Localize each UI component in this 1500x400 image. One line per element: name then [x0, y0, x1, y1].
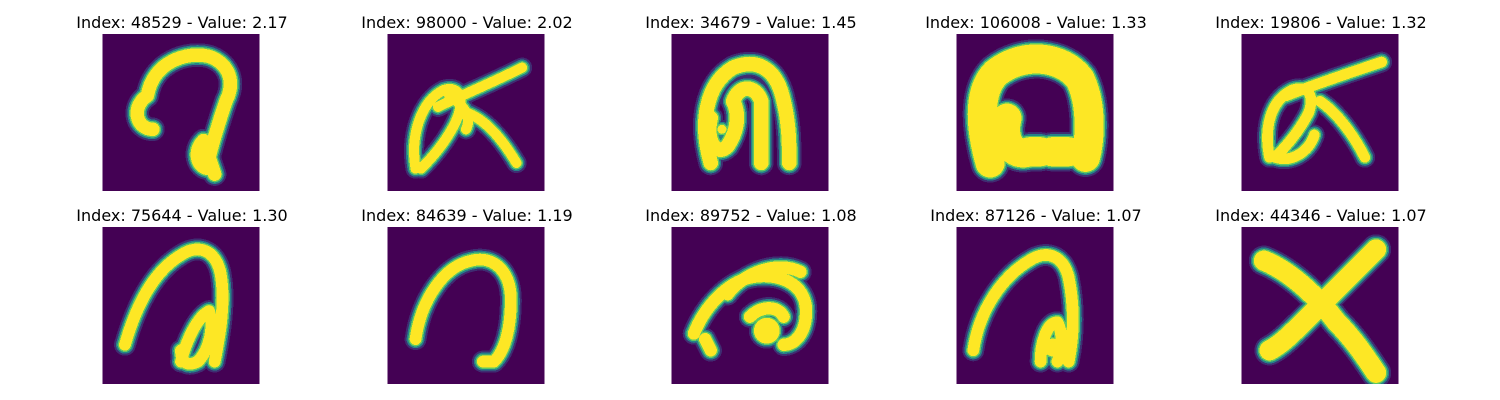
stroke-layer: [1253, 239, 1387, 383]
sample-image: [102, 227, 260, 384]
image-panel: Index: 75644 - Value: 1.30: [76, 205, 288, 385]
sample-image: [671, 34, 829, 191]
sample-image: [1241, 34, 1399, 191]
image-panel: Index: 34679 - Value: 1.45: [645, 12, 857, 192]
sample-image: [671, 227, 829, 384]
image-panel: Index: 84639 - Value: 1.19: [361, 205, 573, 385]
sample-image: [102, 34, 260, 191]
panel-title: Index: 34679 - Value: 1.45: [645, 13, 857, 32]
panel-title: Index: 98000 - Value: 2.02: [361, 13, 573, 32]
panel-title: Index: 89752 - Value: 1.08: [645, 206, 857, 225]
sample-image: [387, 227, 545, 384]
stroke-layer: [409, 62, 528, 174]
panel-title: Index: 87126 - Value: 1.07: [930, 206, 1142, 225]
stroke-layer: [967, 44, 1104, 178]
stroke-layer: [698, 56, 797, 171]
image-panel: Index: 19806 - Value: 1.32: [1215, 12, 1427, 192]
panel-title: Index: 84639 - Value: 1.19: [361, 206, 573, 225]
sample-image: [956, 227, 1114, 384]
stroke-layer: [130, 48, 238, 181]
panel-title: Index: 48529 - Value: 2.17: [76, 13, 288, 32]
panel-title: Index: 75644 - Value: 1.30: [76, 206, 288, 225]
sample-image: [387, 34, 545, 191]
stroke-layer: [409, 253, 517, 368]
image-panel: Index: 87126 - Value: 1.07: [930, 205, 1142, 385]
panel-title: Index: 44346 - Value: 1.07: [1215, 206, 1427, 225]
panel-title: Index: 19806 - Value: 1.32: [1215, 13, 1427, 32]
stroke-layer: [687, 261, 813, 357]
image-panel: Index: 48529 - Value: 2.17: [76, 12, 288, 192]
panel-title: Index: 106008 - Value: 1.33: [925, 13, 1147, 32]
sample-image: [956, 34, 1114, 191]
image-panel: Index: 44346 - Value: 1.07: [1215, 205, 1427, 385]
stroke-layer: [119, 243, 229, 370]
image-panel: Index: 106008 - Value: 1.33: [925, 12, 1147, 192]
stroke-layer: [1262, 56, 1388, 165]
image-panel: Index: 89752 - Value: 1.08: [645, 205, 857, 385]
image-panel: Index: 98000 - Value: 2.02: [361, 12, 573, 192]
stroke-layer: [967, 249, 1079, 368]
sample-image: [1241, 227, 1399, 384]
